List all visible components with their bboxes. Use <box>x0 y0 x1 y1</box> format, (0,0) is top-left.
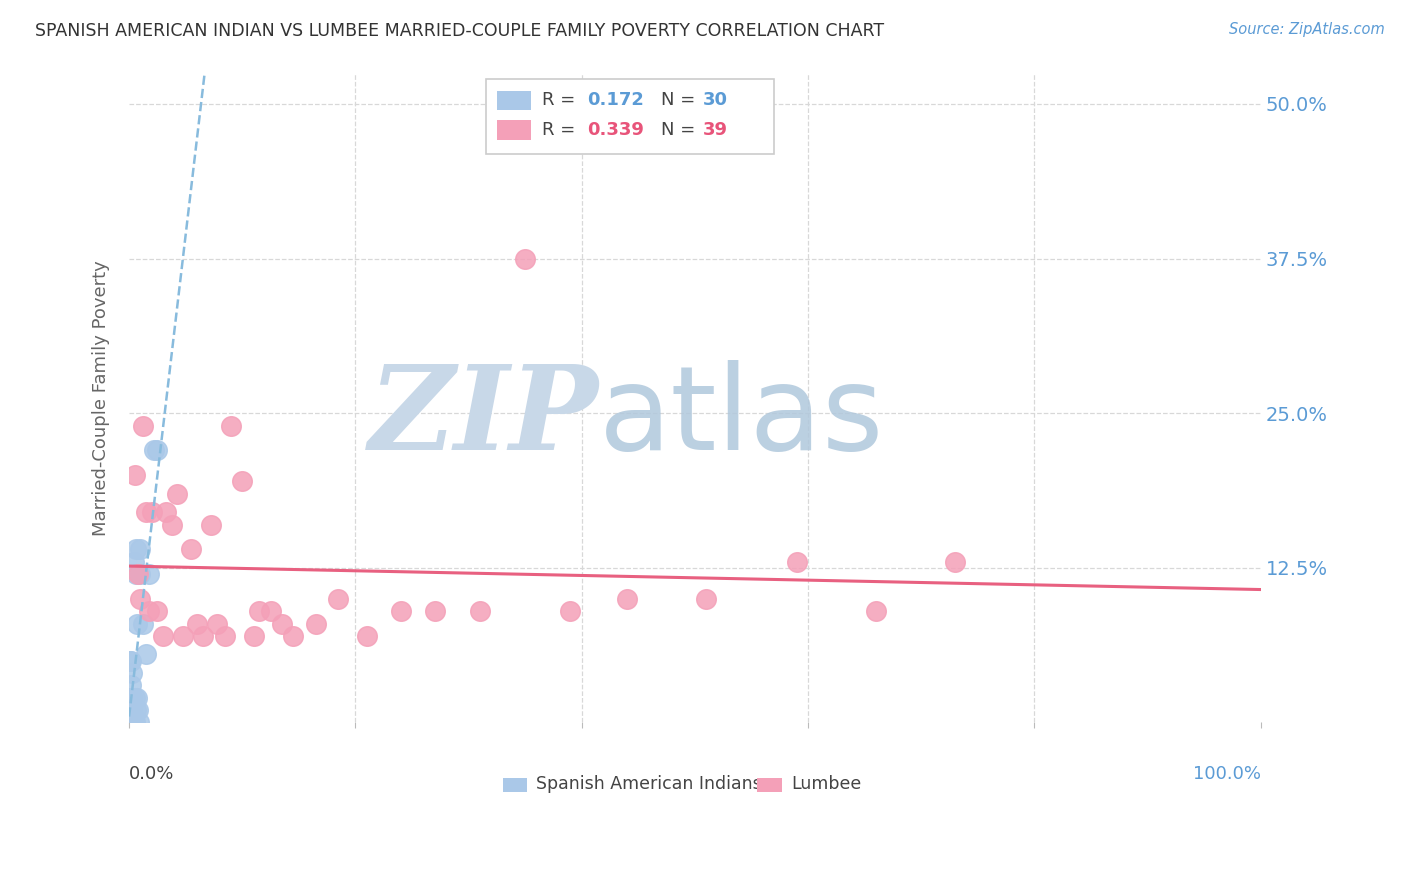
Point <box>180 542 202 557</box>
Point <box>120 715 142 730</box>
Point <box>191 629 214 643</box>
Point <box>146 604 169 618</box>
Point <box>305 616 328 631</box>
Point <box>121 665 143 680</box>
Point <box>127 703 149 717</box>
Point <box>560 604 582 618</box>
Point <box>356 629 378 643</box>
Point <box>200 517 222 532</box>
Point <box>125 703 148 717</box>
Point <box>389 604 412 618</box>
Text: 100.0%: 100.0% <box>1192 764 1261 782</box>
Point <box>943 555 966 569</box>
Bar <box>496 90 531 110</box>
Text: 0.172: 0.172 <box>588 91 644 109</box>
Bar <box>502 778 527 792</box>
Point <box>172 629 194 643</box>
Point <box>616 591 638 606</box>
Point <box>120 703 142 717</box>
Point <box>270 616 292 631</box>
Text: N =: N = <box>661 91 702 109</box>
Point <box>120 703 142 717</box>
Point <box>695 591 717 606</box>
Text: R =: R = <box>543 91 581 109</box>
Point <box>129 591 152 606</box>
Point <box>121 690 143 705</box>
Point <box>328 591 350 606</box>
Point <box>786 555 808 569</box>
Point <box>141 505 163 519</box>
Bar <box>758 778 782 792</box>
Text: 39: 39 <box>703 121 728 139</box>
Point <box>242 629 264 643</box>
Point <box>231 474 253 488</box>
Point <box>125 690 148 705</box>
Point <box>207 616 229 631</box>
Point <box>865 604 887 618</box>
Point <box>121 703 143 717</box>
Point <box>125 567 148 582</box>
Point <box>214 629 236 643</box>
Point <box>155 505 177 519</box>
Point <box>120 654 142 668</box>
Point <box>160 517 183 532</box>
FancyBboxPatch shape <box>485 79 775 154</box>
Text: N =: N = <box>661 121 702 139</box>
Text: Source: ZipAtlas.com: Source: ZipAtlas.com <box>1229 22 1385 37</box>
Point <box>146 443 169 458</box>
Point <box>127 567 149 582</box>
Text: 30: 30 <box>703 91 728 109</box>
Point <box>124 715 146 730</box>
Point <box>166 486 188 500</box>
Point <box>283 629 305 643</box>
Point <box>138 604 160 618</box>
Point <box>129 542 152 557</box>
Text: atlas: atlas <box>599 359 884 475</box>
Point <box>152 629 174 643</box>
Text: Spanish American Indians: Spanish American Indians <box>537 775 762 793</box>
Point <box>128 715 150 730</box>
Text: 0.339: 0.339 <box>588 121 644 139</box>
Point <box>120 715 142 730</box>
Point <box>124 468 146 483</box>
Text: R =: R = <box>543 121 581 139</box>
Point <box>131 616 153 631</box>
Point <box>259 604 281 618</box>
Point <box>468 604 491 618</box>
Point <box>125 616 148 631</box>
Point <box>120 678 142 692</box>
Point <box>120 690 142 705</box>
Point <box>121 715 143 730</box>
Point <box>122 715 145 730</box>
Point <box>515 252 537 266</box>
Point <box>122 555 145 569</box>
Point <box>124 690 146 705</box>
Point <box>423 604 446 618</box>
Point <box>138 567 160 582</box>
Y-axis label: Married-Couple Family Poverty: Married-Couple Family Poverty <box>93 260 110 535</box>
Bar <box>496 120 531 140</box>
Point <box>135 648 157 662</box>
Text: 0.0%: 0.0% <box>129 764 174 782</box>
Point <box>131 418 153 433</box>
Text: Lumbee: Lumbee <box>792 775 862 793</box>
Point <box>143 443 166 458</box>
Point <box>120 654 142 668</box>
Point <box>125 542 148 557</box>
Point <box>186 616 208 631</box>
Text: ZIP: ZIP <box>368 359 599 475</box>
Point <box>129 567 152 582</box>
Point <box>219 418 242 433</box>
Text: SPANISH AMERICAN INDIAN VS LUMBEE MARRIED-COUPLE FAMILY POVERTY CORRELATION CHAR: SPANISH AMERICAN INDIAN VS LUMBEE MARRIE… <box>35 22 884 40</box>
Point <box>247 604 270 618</box>
Point <box>135 505 157 519</box>
